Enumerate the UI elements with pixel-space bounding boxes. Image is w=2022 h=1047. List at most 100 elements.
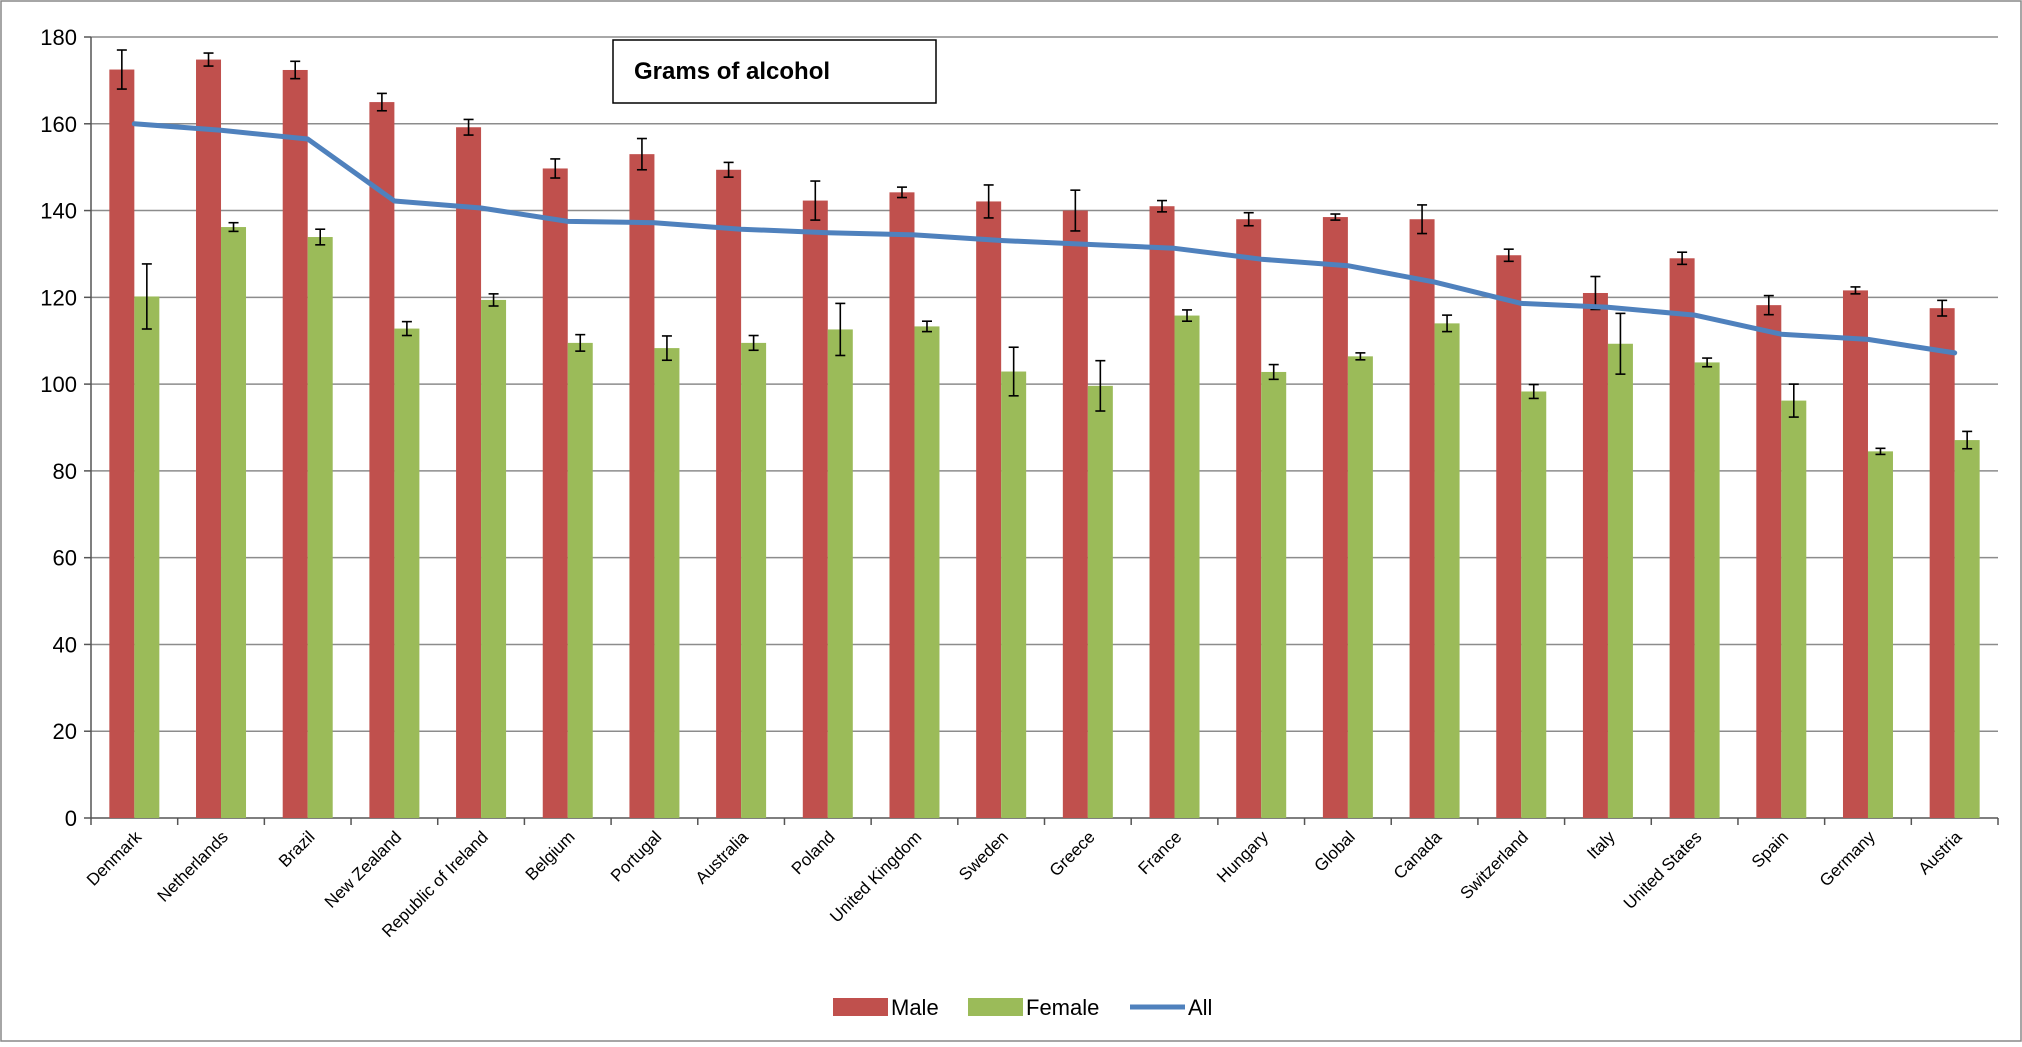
y-tick-label: 140: [40, 199, 77, 224]
error-bar-male: [550, 158, 561, 179]
title-box: Grams of alcohol: [612, 39, 937, 104]
y-tick-label: 180: [40, 25, 77, 50]
bar-male: [282, 69, 308, 818]
bar-male: [1756, 305, 1782, 819]
error-bar-male: [1850, 286, 1861, 295]
bar-male: [1236, 219, 1262, 818]
chart-title: Grams of alcohol: [634, 58, 830, 85]
bar-male: [1842, 290, 1868, 818]
error-bar-male: [463, 118, 474, 136]
bar-female: [1087, 385, 1113, 818]
error-bar-female: [1008, 346, 1019, 397]
error-bar-male: [1330, 213, 1341, 221]
error-bar-male: [290, 60, 301, 80]
error-bar-female: [141, 263, 152, 330]
error-bar-female: [228, 221, 239, 233]
error-bars: [116, 49, 1973, 456]
all-line-layer: [131, 121, 1958, 356]
error-bar-female: [1442, 314, 1453, 333]
line-all: [131, 121, 1958, 356]
error-bar-female: [401, 320, 412, 337]
bar-female: [307, 237, 333, 819]
y-tick-label: 20: [53, 719, 77, 744]
error-bar-female: [835, 302, 846, 357]
title-frame: [612, 39, 937, 104]
error-bar-male: [1677, 251, 1688, 266]
y-tick-label: 80: [53, 459, 77, 484]
legend: Male Female All: [833, 995, 1212, 1020]
error-bar-female: [1788, 383, 1799, 418]
error-bar-female: [1355, 352, 1366, 361]
y-tick-label: 60: [53, 546, 77, 571]
bar-female: [1347, 356, 1373, 818]
bar-male: [802, 200, 828, 818]
bars: [109, 59, 1980, 819]
bar-male: [369, 102, 395, 819]
bar-male: [1322, 217, 1348, 818]
legend-item: Female: [968, 995, 1099, 1020]
bar-male: [716, 169, 742, 818]
bar-female: [1521, 391, 1547, 818]
bar-female: [1781, 400, 1807, 818]
bar-male: [1496, 255, 1522, 819]
bar-male: [889, 192, 915, 819]
error-bar-female: [575, 333, 586, 352]
error-bar-male: [1070, 189, 1081, 232]
error-bar-female: [1702, 357, 1713, 368]
error-bar-female: [1182, 309, 1193, 322]
error-bar-female: [1615, 312, 1626, 375]
bar-female: [1174, 315, 1200, 818]
legend-swatch: [968, 998, 1023, 1016]
error-bar-male: [203, 52, 214, 67]
error-bar-male: [896, 186, 907, 199]
bar-male: [1929, 308, 1955, 818]
bar-female: [1867, 451, 1893, 818]
bar-male: [1409, 219, 1435, 818]
y-tick-label: 100: [40, 372, 77, 397]
y-tick-label: 40: [53, 632, 77, 657]
error-bar-male: [983, 184, 994, 219]
bar-male: [629, 154, 655, 818]
error-bar-male: [1937, 299, 1948, 317]
error-bar-male: [1417, 204, 1428, 235]
error-bar-female: [1095, 359, 1106, 412]
error-bar-female: [661, 335, 672, 362]
bar-female: [1261, 371, 1287, 818]
error-bar-female: [921, 320, 932, 333]
bar-male: [1062, 210, 1088, 819]
error-bar-female: [315, 228, 326, 246]
error-bar-male: [1243, 211, 1254, 227]
legend-item: Male: [833, 995, 939, 1020]
legend-item: All: [1130, 995, 1212, 1020]
legend-label: Female: [1026, 995, 1099, 1020]
bar-female: [394, 328, 420, 818]
bar-female: [741, 342, 767, 818]
error-bar-male: [116, 49, 127, 90]
bar-male: [1149, 206, 1175, 818]
bar-male: [456, 127, 482, 818]
bar-female: [1694, 362, 1720, 818]
bar-male: [196, 59, 222, 819]
error-bar-male: [723, 161, 734, 178]
y-tick-label: 120: [40, 285, 77, 310]
bar-female: [567, 342, 593, 818]
bar-female: [481, 299, 507, 819]
bar-female: [134, 296, 160, 818]
y-tick-label: 0: [65, 806, 77, 831]
legend-swatch: [833, 998, 888, 1016]
error-bar-male: [1763, 294, 1774, 316]
bar-male: [1669, 258, 1695, 818]
error-bar-female: [1875, 447, 1886, 456]
bar-female: [827, 329, 853, 818]
error-bar-male: [1590, 275, 1601, 311]
bar-male: [109, 69, 135, 818]
y-tick-label: 160: [40, 112, 77, 137]
error-bar-female: [748, 334, 759, 352]
error-bar-female: [488, 293, 499, 307]
error-bar-male: [376, 92, 387, 112]
bar-female: [1001, 371, 1027, 818]
legend-label: All: [1188, 995, 1212, 1020]
error-bar-male: [810, 180, 821, 221]
